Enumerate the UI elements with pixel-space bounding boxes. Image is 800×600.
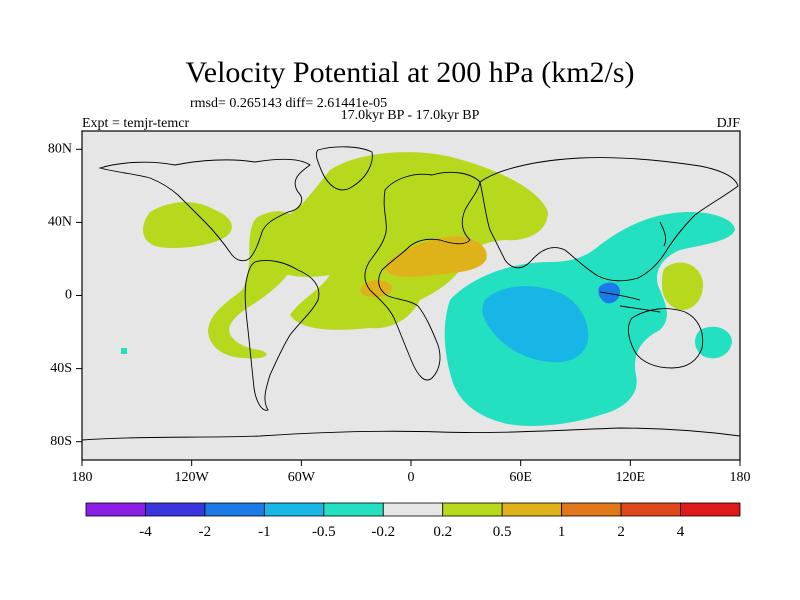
region-indian-ocean-negative: [444, 212, 735, 426]
x-tick-1: 120W: [175, 460, 210, 485]
y-tick-2: 0: [65, 288, 82, 303]
colorbar-label-9: 4: [677, 524, 685, 540]
y-tick-4: 80S: [50, 434, 82, 449]
colorbar-box-8: [561, 502, 622, 517]
left-label: Expt = temjr-temcr: [82, 116, 189, 131]
colorbar: -4 -2 -1 -0.5 -0.2 0.2 0.5 1 2 4: [85, 502, 741, 540]
stats-line: rmsd= 0.265143 diff= 2.61441e-05: [190, 96, 387, 111]
coastline-greenland: [315, 146, 373, 191]
colorbar-box-3: [263, 502, 325, 517]
colorbar-box-10: [680, 502, 741, 517]
y-tick-label-4: 80S: [50, 434, 72, 449]
y-axis: 80N 40N 0 40S 80S: [48, 141, 82, 449]
x-tick-2: 60W: [288, 460, 316, 485]
colorbar-box-5: [382, 502, 444, 517]
colorbar-label-6: 0.5: [493, 524, 512, 540]
colorbar-box-6: [442, 502, 503, 517]
coastline-japan: [659, 221, 667, 247]
y-tick-label-1: 40N: [48, 215, 72, 230]
coastline-europe-africa: [364, 171, 481, 381]
y-tick-3: 40S: [50, 361, 82, 376]
x-tick-6: 180: [730, 460, 751, 485]
colorbar-label-0: -4: [139, 524, 152, 540]
region-south-indian-ocean-negative: [482, 286, 589, 363]
x-axis: 180 120W 60W 0 60E 120E 180: [72, 460, 751, 485]
x-tick-4: 60E: [509, 460, 532, 485]
region-west-pacific-positive: [662, 262, 704, 310]
y-tick-0: 80N: [48, 141, 82, 156]
colorbar-box-0: [85, 502, 146, 517]
coastline-indonesia: [599, 291, 661, 313]
coastline-south-america: [244, 259, 320, 411]
colorbar-label-5: 0.2: [433, 524, 452, 540]
coastline-asia: [479, 157, 739, 282]
coastline-australia: [627, 308, 704, 369]
map-panel: 180 120W 60W 0 60E 120E 180 80N 40N 0 40…: [48, 130, 751, 485]
x-tick-label-4: 60E: [509, 470, 532, 485]
region-north-atlantic-eurasia-positive: [257, 152, 548, 330]
region-australia-east-negative: [694, 326, 732, 359]
x-tick-5: 120E: [616, 460, 646, 485]
colorbar-box-4: [323, 502, 384, 517]
x-tick-label-2: 60W: [288, 470, 316, 485]
colorbar-box-9: [620, 502, 681, 517]
region-north-pacific-positive: [143, 201, 232, 248]
center-label: 17.0kyr BP - 17.0kyr BP: [341, 108, 480, 123]
x-tick-label-3: 0: [408, 470, 415, 485]
x-tick-label-0: 180: [72, 470, 93, 485]
x-tick-label-6: 180: [730, 470, 751, 485]
colorbar-box-7: [501, 502, 563, 517]
x-tick-label-1: 120W: [175, 470, 210, 485]
x-tick-3: 0: [408, 460, 415, 485]
region-small-speck: [121, 348, 127, 354]
colorbar-box-2: [204, 502, 265, 517]
y-tick-label-3: 40S: [50, 361, 72, 376]
contour-fills: [121, 152, 735, 426]
colorbar-box-1: [145, 502, 206, 517]
colorbar-label-8: 2: [617, 524, 625, 540]
colorbar-label-7: 1: [558, 524, 566, 540]
right-label: DJF: [717, 116, 741, 131]
chart-title: Velocity Potential at 200 hPa (km2/s): [185, 56, 634, 89]
colorbar-label-3: -0.5: [312, 524, 336, 540]
region-north-africa-mideast-positive: [385, 236, 487, 277]
colorbar-label-2: -1: [258, 524, 271, 540]
region-maritime-continent-negative: [598, 282, 621, 304]
colorbar-label-1: -2: [199, 524, 212, 540]
x-tick-label-5: 120E: [616, 470, 646, 485]
coastlines: [81, 146, 741, 441]
coastline-antarctica: [81, 427, 741, 441]
y-tick-1: 40N: [48, 215, 82, 230]
x-tick-0: 180: [72, 460, 93, 485]
y-tick-label-0: 80N: [48, 141, 72, 156]
colorbar-label-4: -0.2: [371, 524, 395, 540]
coastline-north-america: [98, 158, 311, 262]
region-tropical-americas-positive: [208, 211, 303, 359]
y-tick-label-2: 0: [65, 288, 72, 303]
